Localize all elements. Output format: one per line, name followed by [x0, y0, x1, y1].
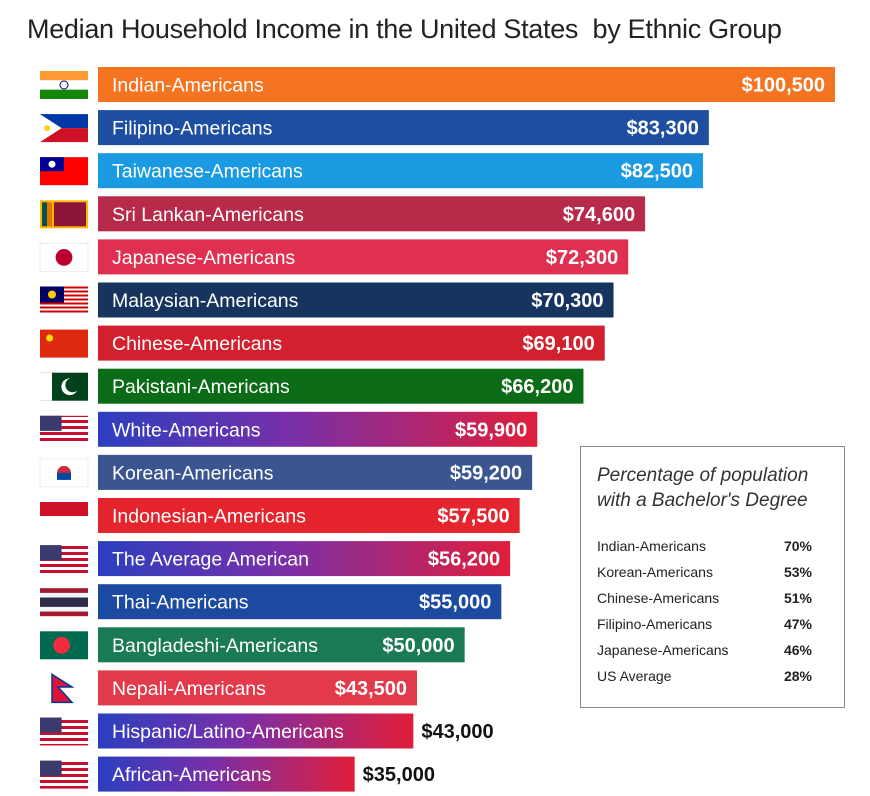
bangladesh-flag-icon	[40, 631, 88, 660]
japan-flag-icon	[39, 243, 89, 272]
inset-row: Korean-Americans 53%	[597, 564, 812, 584]
bar	[98, 411, 538, 447]
bar	[98, 498, 520, 533]
bar-label: Taiwanese-Americans	[112, 161, 303, 183]
bar-value-label: $35,000	[363, 764, 435, 786]
bar-label: Thai-Americans	[112, 592, 249, 614]
inset-row-pct: 28%	[783, 668, 812, 684]
bar-value-label: $74,600	[563, 204, 635, 226]
bar	[98, 627, 465, 663]
usa-flag-icon	[40, 545, 88, 574]
bar-value-label: $55,000	[419, 592, 491, 614]
bar	[98, 325, 605, 361]
bar-value-label: $50,000	[382, 635, 454, 657]
usa-flag-icon	[40, 760, 88, 789]
bar-value-label: $59,200	[450, 462, 522, 484]
inset-row-pct: 70%	[783, 538, 812, 554]
inset-row: Filipino-Americans 47%	[597, 616, 812, 636]
china-flag-icon	[40, 329, 88, 358]
inset-row: US Average 28%	[597, 668, 812, 688]
bar-label: White-Americans	[112, 419, 261, 441]
inset-row-pct: 47%	[783, 616, 812, 632]
bar-label: Malaysian-Americans	[112, 290, 299, 312]
usa-flag-icon	[40, 415, 88, 444]
thailand-flag-icon	[40, 588, 88, 617]
taiwan-flag-icon	[40, 157, 88, 186]
malaysia-flag-icon	[40, 286, 88, 315]
bar	[98, 670, 417, 706]
bar-value-label: $43,000	[421, 721, 493, 743]
inset-row-pct: 53%	[783, 564, 812, 580]
nepal-flag-icon	[51, 673, 75, 704]
bar	[98, 67, 835, 102]
bar-value-label: $70,300	[531, 290, 603, 312]
bar-value-label: $83,300	[627, 118, 699, 140]
bar-value-label: $100,500	[742, 75, 825, 97]
pakistan-flag-icon	[40, 372, 88, 401]
bar-value-label: $59,900	[455, 419, 527, 441]
inset-row: Japanese-Americans 46%	[597, 642, 812, 662]
inset-row-name: Chinese-Americans	[597, 590, 720, 606]
bar-label: Filipino-Americans	[112, 118, 273, 140]
bar	[98, 196, 646, 232]
bar-label: Indonesian-Americans	[112, 506, 306, 528]
bar	[98, 541, 511, 577]
inset-row-name: Indian-Americans	[597, 538, 706, 554]
bar	[98, 110, 709, 146]
bar-value-label: $66,200	[501, 376, 573, 398]
bar	[98, 239, 629, 275]
bar-label: Korean-Americans	[112, 462, 274, 484]
sri-lanka-flag-icon	[40, 200, 88, 229]
bar	[98, 756, 355, 792]
bar-value-label: $82,500	[621, 161, 693, 183]
inset-row-pct: 46%	[783, 642, 812, 658]
inset-row-name: US Average	[597, 668, 672, 684]
bar-label: Nepali-Americans	[112, 678, 266, 700]
south-korea-flag-icon	[39, 458, 89, 488]
bar-label: Chinese-Americans	[112, 333, 282, 355]
bachelor-degree-inset: Percentage of population with a Bachelor…	[580, 446, 845, 708]
bar	[98, 454, 533, 490]
bar-label: Hispanic/Latino-Americans	[112, 721, 344, 743]
bar-value-label: $57,500	[437, 506, 509, 528]
inset-row-name: Japanese-Americans	[597, 642, 729, 658]
bar-value-label: $72,300	[546, 247, 618, 269]
inset-title: Percentage of population with a Bachelor…	[597, 465, 809, 511]
bar-value-label: $56,200	[428, 549, 500, 571]
bar	[98, 584, 502, 620]
inset-row-name: Filipino-Americans	[597, 616, 713, 632]
bar-label: Pakistani-Americans	[112, 376, 290, 398]
indonesia-flag-icon	[40, 502, 88, 530]
philippines-flag-icon	[40, 114, 88, 143]
india-flag-icon	[40, 71, 88, 99]
inset-row-pct: 51%	[783, 590, 812, 606]
bar-label: Bangladeshi-Americans	[112, 635, 318, 657]
inset-row-name: Korean-Americans	[597, 564, 713, 580]
bar	[98, 282, 614, 318]
bar-value-label: $43,500	[335, 678, 407, 700]
chart-title: Median Household Income in the United St…	[27, 14, 782, 44]
bar	[98, 153, 703, 189]
inset-row: Chinese-Americans 51%	[597, 590, 812, 610]
bar-label: African-Americans	[112, 764, 272, 786]
bar-label: The Average American	[112, 549, 309, 571]
bar-label: Indian-Americans	[112, 75, 264, 97]
inset-row: Indian-Americans 70%	[597, 538, 812, 558]
bar-label: Sri Lankan-Americans	[112, 204, 304, 226]
bar-value-label: $69,100	[522, 333, 594, 355]
usa-flag-icon	[40, 717, 88, 746]
bar-label: Japanese-Americans	[112, 247, 295, 269]
bar	[98, 713, 414, 749]
bar	[98, 368, 584, 404]
